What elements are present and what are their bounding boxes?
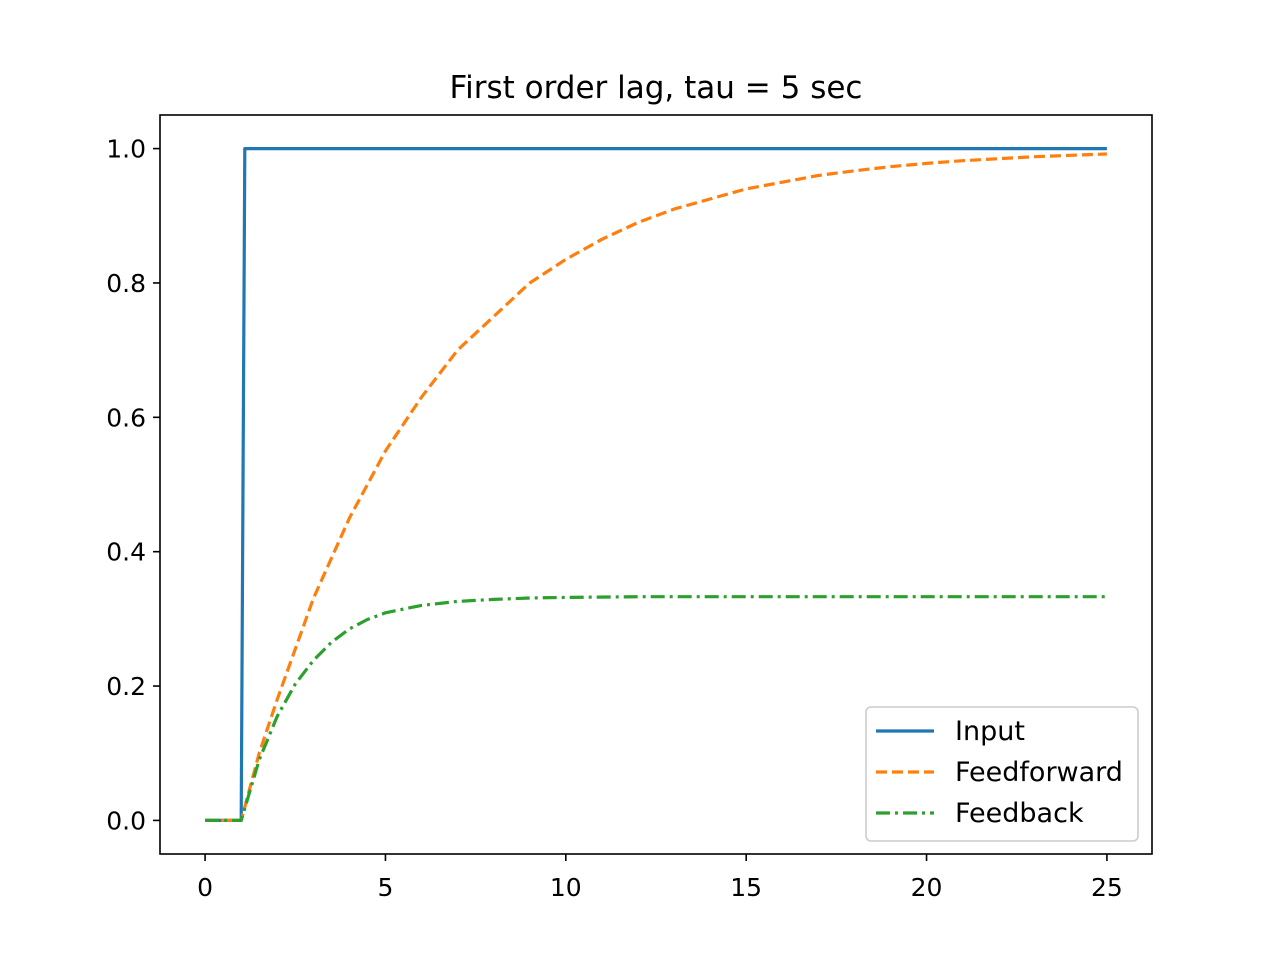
y-tick-label: 0.2	[106, 672, 146, 701]
x-tick-label: 15	[730, 873, 762, 902]
legend-box	[865, 706, 1139, 842]
y-tick-label: 1.0	[106, 135, 146, 164]
plot-area	[205, 147, 1107, 823]
y-tick-label: 0.4	[106, 538, 146, 567]
y-tick-label: 0.8	[106, 269, 146, 298]
axes-frame	[159, 114, 1153, 855]
y-tick-label: 0.6	[106, 403, 146, 432]
x-tick-label: 10	[550, 873, 582, 902]
series-line-feedback	[205, 595, 1107, 823]
legend-label-input: Input	[955, 716, 1025, 747]
x-tick-label: 20	[911, 873, 943, 902]
legend: Input Feedforward Feedback	[865, 706, 1139, 842]
axes: 0 5 10 15 20 25 0.0 0.2 0.4 0.6 0.8 1.0	[106, 114, 1153, 902]
x-tick-label: 25	[1091, 873, 1123, 902]
legend-label-feedback: Feedback	[955, 798, 1084, 829]
x-tick-label: 0	[197, 873, 213, 902]
chart-title: First order lag, tau = 5 sec	[450, 70, 863, 106]
y-tick-label: 0.0	[106, 806, 146, 835]
legend-label-feedforward: Feedforward	[955, 757, 1123, 788]
series-line-feedforward	[205, 152, 1107, 823]
x-tick-label: 5	[378, 873, 394, 902]
